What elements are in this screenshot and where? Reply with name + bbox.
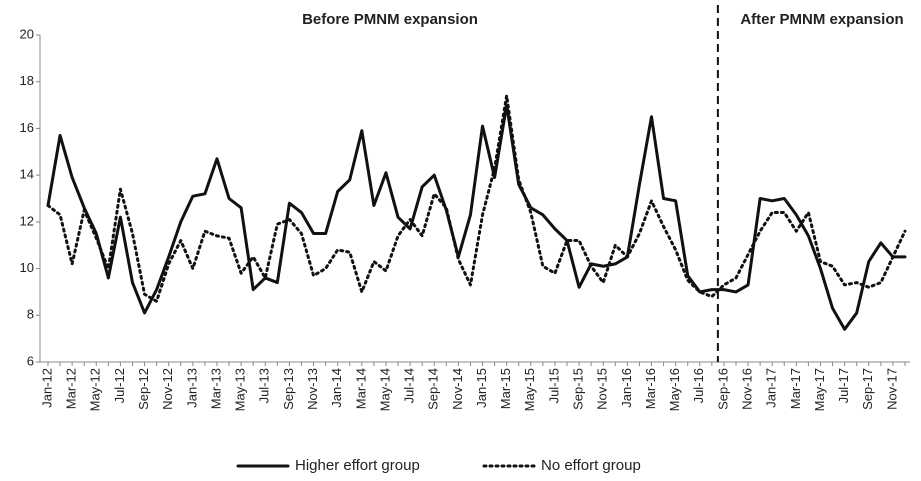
x-tick-label: Mar-14 [353, 368, 368, 409]
x-tick-label: Nov-17 [884, 368, 899, 410]
x-tick-label: Nov-13 [305, 368, 320, 410]
x-tick-label: May-15 [522, 368, 537, 411]
y-tick-label: 8 [27, 307, 34, 322]
x-tick-label: Mar-12 [64, 368, 79, 409]
x-tick-label: Nov-12 [160, 368, 175, 410]
y-tick-label: 16 [20, 120, 34, 135]
x-tick-label: Sep-12 [136, 368, 151, 410]
x-tick-label: Jan-12 [39, 368, 54, 408]
x-tick-label: Sep-15 [571, 368, 586, 410]
y-tick-label: 10 [20, 260, 34, 275]
x-tick-label: Mar-17 [788, 368, 803, 409]
series-line [46, 103, 907, 331]
x-tick-label: Jan-17 [764, 368, 779, 408]
x-tick-label: Sep-17 [860, 368, 875, 410]
x-tick-label: Jan-13 [184, 368, 199, 408]
x-tick-label: Sep-16 [715, 368, 730, 410]
x-tick-label: May-14 [377, 368, 392, 411]
y-tick-label: 18 [20, 73, 34, 88]
legend-label: Higher effort group [295, 457, 420, 474]
x-tick-label: May-16 [667, 368, 682, 411]
x-tick-label: Nov-15 [595, 368, 610, 410]
legend-label: No effort group [541, 457, 641, 474]
series-line [46, 94, 907, 303]
x-tick-label: Jan-15 [474, 368, 489, 408]
x-tick-label: Mar-15 [498, 368, 513, 409]
x-tick-label: Sep-13 [281, 368, 296, 410]
y-tick-label: 14 [20, 167, 34, 182]
x-tick-label: Jul-13 [257, 368, 272, 403]
y-tick-label: 12 [20, 213, 34, 228]
x-tick-label: Mar-16 [643, 368, 658, 409]
x-tick-label: May-13 [233, 368, 248, 411]
y-tick-label: 20 [20, 26, 34, 41]
x-tick-label: Jul-17 [836, 368, 851, 403]
x-tick-label: May-17 [812, 368, 827, 411]
x-tick-label: Jul-12 [112, 368, 127, 403]
x-tick-label: May-12 [88, 368, 103, 411]
x-tick-label: Nov-16 [739, 368, 754, 410]
x-tick-label: Jan-14 [329, 368, 344, 408]
x-tick-label: Jan-16 [619, 368, 634, 408]
x-tick-label: Nov-14 [450, 368, 465, 410]
annotation: After PMNM expansion [740, 11, 903, 28]
annotation: Before PMNM expansion [302, 11, 478, 28]
x-tick-label: Mar-13 [208, 368, 223, 409]
x-tick-label: Sep-14 [426, 368, 441, 410]
x-tick-label: Jul-15 [546, 368, 561, 403]
x-tick-label: Jul-14 [402, 368, 417, 403]
x-tick-label: Jul-16 [691, 368, 706, 403]
y-tick-label: 6 [27, 353, 34, 368]
